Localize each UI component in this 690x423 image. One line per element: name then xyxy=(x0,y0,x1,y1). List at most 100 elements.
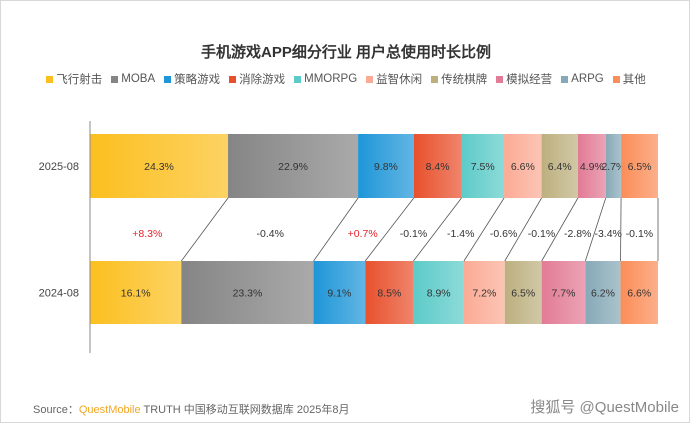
bar-segment xyxy=(504,134,542,198)
change-label: -0.1% xyxy=(626,228,653,240)
change-label: -0.6% xyxy=(490,228,517,240)
value-label: 7.7% xyxy=(552,288,576,300)
connector-line xyxy=(181,197,229,262)
legend-swatch xyxy=(229,75,237,83)
legend-swatch xyxy=(431,75,439,83)
legend-swatch xyxy=(294,75,302,83)
legend-label: ARPG xyxy=(571,73,604,85)
legend-item: 飞行射击 xyxy=(46,71,102,87)
value-label: 6.2% xyxy=(591,288,615,300)
change-label: +0.7% xyxy=(348,228,378,240)
bar-segment xyxy=(358,134,414,198)
change-label: -0.1% xyxy=(528,228,555,240)
legend-swatch xyxy=(164,75,172,83)
bar-segment xyxy=(463,261,505,324)
chart-title: 手机游戏APP细分行业 用户总使用时长比例 xyxy=(200,44,491,61)
value-label: 8.5% xyxy=(377,288,401,300)
connector-line xyxy=(504,197,542,262)
connector-line xyxy=(313,197,359,262)
bar-segment xyxy=(585,261,621,324)
bar-segment xyxy=(413,134,462,198)
connector-line xyxy=(620,197,622,262)
change-label: -1.4% xyxy=(447,228,474,240)
bar-segment xyxy=(461,134,505,198)
bar-segment xyxy=(621,134,658,198)
legend-label: 益智休闲 xyxy=(376,74,423,86)
bar-segment xyxy=(90,261,182,324)
change-label: -3.4% xyxy=(594,228,621,240)
bar-segment xyxy=(365,261,414,324)
watermark: 搜狐号 @QuestMobile xyxy=(530,399,679,416)
legend-item: 其他 xyxy=(612,71,646,87)
bar-segment xyxy=(90,134,229,198)
change-label: -2.8% xyxy=(564,228,591,240)
legend-item: MMORPG xyxy=(294,71,357,87)
source-label: Source： xyxy=(33,404,79,416)
legend-swatch xyxy=(111,75,119,83)
legend-swatch xyxy=(561,75,569,83)
legend-label: 消除游戏 xyxy=(239,74,286,86)
connector-line xyxy=(463,197,505,262)
bar-segment xyxy=(413,261,464,324)
value-label: 6.4% xyxy=(548,161,572,173)
source-brand: QuestMobile xyxy=(78,404,141,416)
value-label: 9.8% xyxy=(374,161,398,173)
value-label: 9.1% xyxy=(327,288,351,300)
value-label: 6.6% xyxy=(627,288,651,300)
legend-label: 策略游戏 xyxy=(174,74,221,86)
value-label: 6.6% xyxy=(511,161,535,173)
value-label: 22.9% xyxy=(278,161,308,173)
connector-line xyxy=(413,197,462,262)
legend-label: 其他 xyxy=(622,74,646,86)
legend-swatch xyxy=(46,75,54,83)
legend-swatch xyxy=(366,75,374,83)
value-label: 2.7% xyxy=(601,161,625,173)
value-label: 7.2% xyxy=(472,288,496,300)
value-label: 24.3% xyxy=(144,161,174,173)
connector-line xyxy=(584,197,607,262)
bar-segment xyxy=(313,261,366,324)
legend: 飞行射击 MOBA 策略游戏 消除游戏 MMORPG 益智休闲 传统棋牌 模拟经营 ARPG 其他 xyxy=(1,71,689,87)
legend-item: 益智休闲 xyxy=(366,71,422,87)
value-label: 6.5% xyxy=(511,288,535,300)
source-note: Source：QuestMobile TRUTH 中国移动互联网数据库 2025… xyxy=(33,401,349,417)
chart-plot: 2025-08 24.3% 22.9% 9.8% 8.4% 7.5% 6.6% 6.4% 4.9… xyxy=(39,121,659,353)
bar-segment xyxy=(228,134,359,198)
value-label: 6.5% xyxy=(628,161,652,173)
bar-segment xyxy=(605,134,622,198)
value-label: 7.5% xyxy=(471,161,495,173)
connector-line xyxy=(541,197,579,262)
legend-label: MOBA xyxy=(121,73,156,85)
legend-label: 飞行射击 xyxy=(56,74,103,86)
bar-segment xyxy=(541,261,586,324)
legend-label: MMORPG xyxy=(304,73,358,85)
category-label: 2025-08 xyxy=(39,161,79,173)
value-label: 23.3% xyxy=(233,288,263,300)
bar-segment xyxy=(620,261,658,324)
legend-swatch xyxy=(612,75,620,83)
value-label: 8.4% xyxy=(426,161,450,173)
legend-label: 模拟经营 xyxy=(506,74,553,86)
legend-item: ARPG xyxy=(561,71,604,87)
value-label: 16.1% xyxy=(121,288,151,300)
source-text: TRUTH 中国移动互联网数据库 2025年8月 xyxy=(140,404,350,416)
bar-segment xyxy=(541,134,578,198)
change-label: -0.4% xyxy=(257,228,284,240)
legend-item: 传统棋牌 xyxy=(431,71,487,87)
legend-item: MOBA xyxy=(111,71,155,87)
legend-item: 策略游戏 xyxy=(164,71,220,87)
legend-swatch xyxy=(496,75,504,83)
bar-segment xyxy=(181,261,314,324)
bar-segment xyxy=(577,134,606,198)
value-label: 4.9% xyxy=(580,161,604,173)
value-label: 8.9% xyxy=(427,288,451,300)
legend-item: 消除游戏 xyxy=(229,71,285,87)
connector-line xyxy=(364,197,415,262)
legend-label: 传统棋牌 xyxy=(441,74,488,86)
bar-segment xyxy=(504,261,542,324)
change-label: -0.1% xyxy=(400,228,427,240)
legend-item: 模拟经营 xyxy=(496,71,552,87)
category-label: 2024-08 xyxy=(39,288,79,300)
change-label: +8.3% xyxy=(132,228,162,240)
